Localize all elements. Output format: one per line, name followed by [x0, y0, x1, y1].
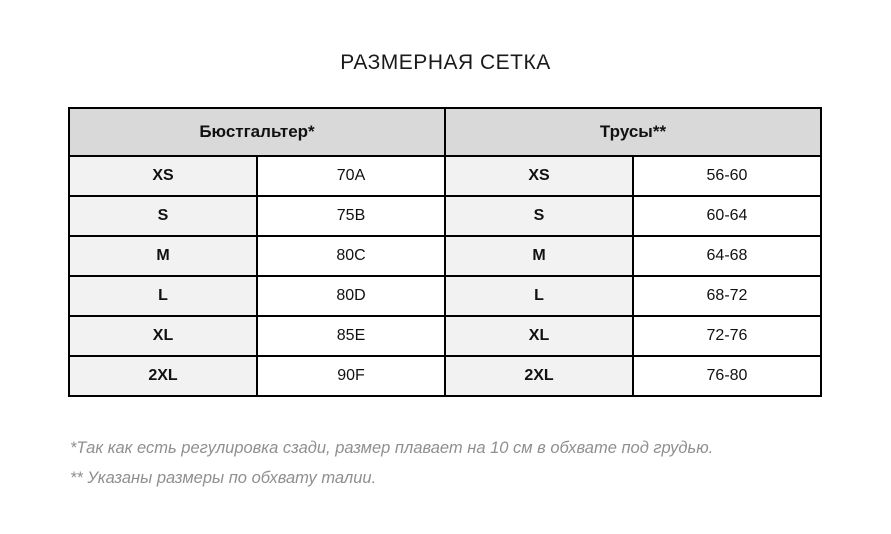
bra-size-cell: L	[68, 275, 258, 317]
bra-value-cell: 70A	[256, 155, 446, 197]
panties-value-cell: 76-80	[632, 355, 822, 397]
footnote-bra: *Так как есть регулировка сзади, размер …	[70, 439, 714, 457]
table-row: XS 70A XS 56-60	[68, 155, 822, 197]
footnotes: *Так как есть регулировка сзади, размер …	[70, 433, 860, 493]
bra-value-cell: 80C	[256, 235, 446, 277]
page-title: РАЗМЕРНАЯ СЕТКА	[340, 51, 551, 74]
panties-size-cell: XS	[444, 155, 634, 197]
bra-value-cell: 90F	[256, 355, 446, 397]
bra-size-cell: M	[68, 235, 258, 277]
panties-value-cell: 60-64	[632, 195, 822, 237]
panties-size-cell: S	[444, 195, 634, 237]
panties-size-cell: L	[444, 275, 634, 317]
bra-value-cell: 75B	[256, 195, 446, 237]
table-row: XL 85E XL 72-76	[68, 315, 822, 357]
panties-value-cell: 68-72	[632, 275, 822, 317]
table-row: S 75B S 60-64	[68, 195, 822, 237]
panties-value-cell: 72-76	[632, 315, 822, 357]
bra-size-cell: XS	[68, 155, 258, 197]
panties-size-cell: XL	[444, 315, 634, 357]
panties-value-cell: 64-68	[632, 235, 822, 277]
panties-value-cell: 56-60	[632, 155, 822, 197]
header-panties: Трусы**	[444, 107, 822, 157]
table-row: 2XL 90F 2XL 76-80	[68, 355, 822, 397]
bra-value-cell: 85E	[256, 315, 446, 357]
bra-size-cell: 2XL	[68, 355, 258, 397]
panties-size-cell: M	[444, 235, 634, 277]
table-row: M 80C M 64-68	[68, 235, 822, 277]
table-row: L 80D L 68-72	[68, 275, 822, 317]
footnote-panties: ** Указаны размеры по обхвату талии.	[70, 469, 377, 487]
size-table: Бюстгальтер* Трусы** XS 70A XS 56-60 S 7…	[68, 107, 822, 397]
bra-size-cell: S	[68, 195, 258, 237]
bra-size-cell: XL	[68, 315, 258, 357]
header-bra: Бюстгальтер*	[68, 107, 446, 157]
panties-size-cell: 2XL	[444, 355, 634, 397]
table-header-row: Бюстгальтер* Трусы**	[68, 107, 822, 157]
bra-value-cell: 80D	[256, 275, 446, 317]
